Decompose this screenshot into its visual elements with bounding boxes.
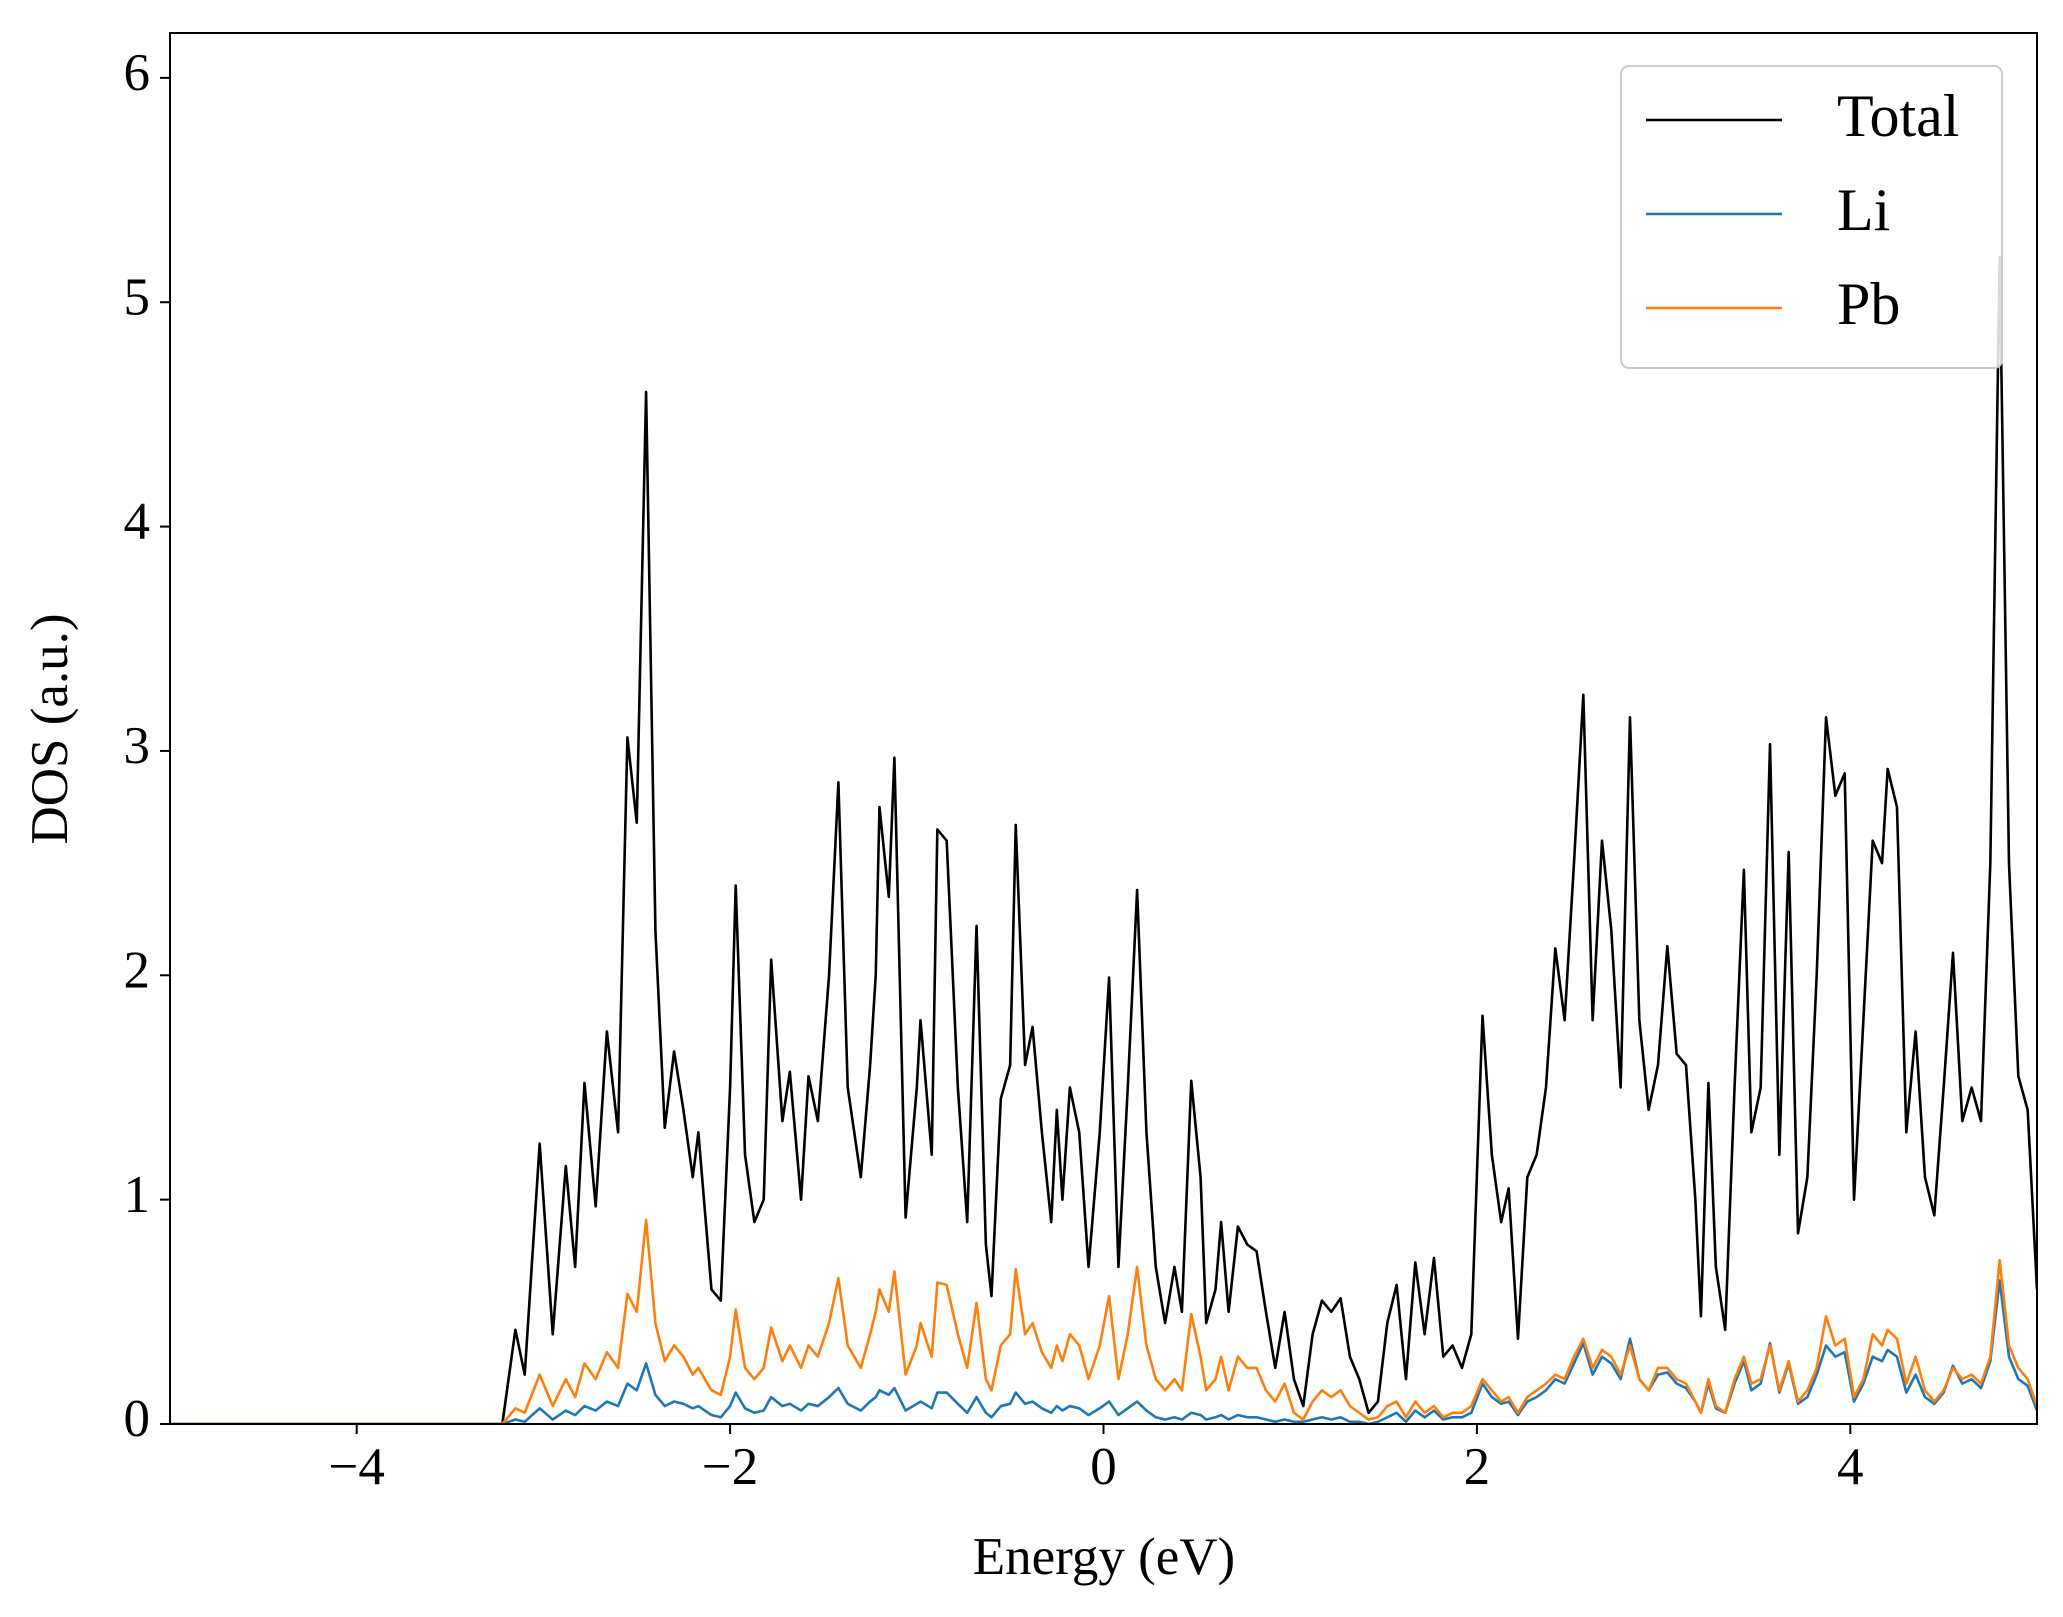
legend-label: Total	[1837, 83, 1959, 149]
y-tick-label: 4	[124, 493, 151, 551]
legend-label: Li	[1837, 177, 1890, 243]
y-tick-label: 0	[124, 1390, 151, 1448]
legend-label: Pb	[1837, 271, 1900, 337]
x-tick-label: −4	[329, 1438, 385, 1496]
series-line	[170, 1279, 2037, 1424]
x-tick-label: 0	[1090, 1438, 1117, 1496]
y-tick-label: 2	[124, 941, 151, 999]
x-tick-label: 2	[1464, 1438, 1491, 1496]
x-tick-label: 4	[1837, 1438, 1864, 1496]
y-tick-label: 6	[124, 44, 151, 102]
x-tick-label: −2	[702, 1438, 758, 1496]
series-line	[170, 256, 2037, 1424]
y-tick-label: 5	[124, 268, 151, 326]
legend-box	[1620, 65, 2003, 369]
plot-area	[170, 256, 2037, 1424]
y-tick-label: 1	[124, 1166, 151, 1224]
series-line	[170, 1218, 2037, 1424]
y-axis-label: DOS (a.u.)	[21, 613, 79, 844]
y-tick-label: 3	[124, 717, 151, 775]
x-axis-label: Energy (eV)	[973, 1528, 1235, 1586]
